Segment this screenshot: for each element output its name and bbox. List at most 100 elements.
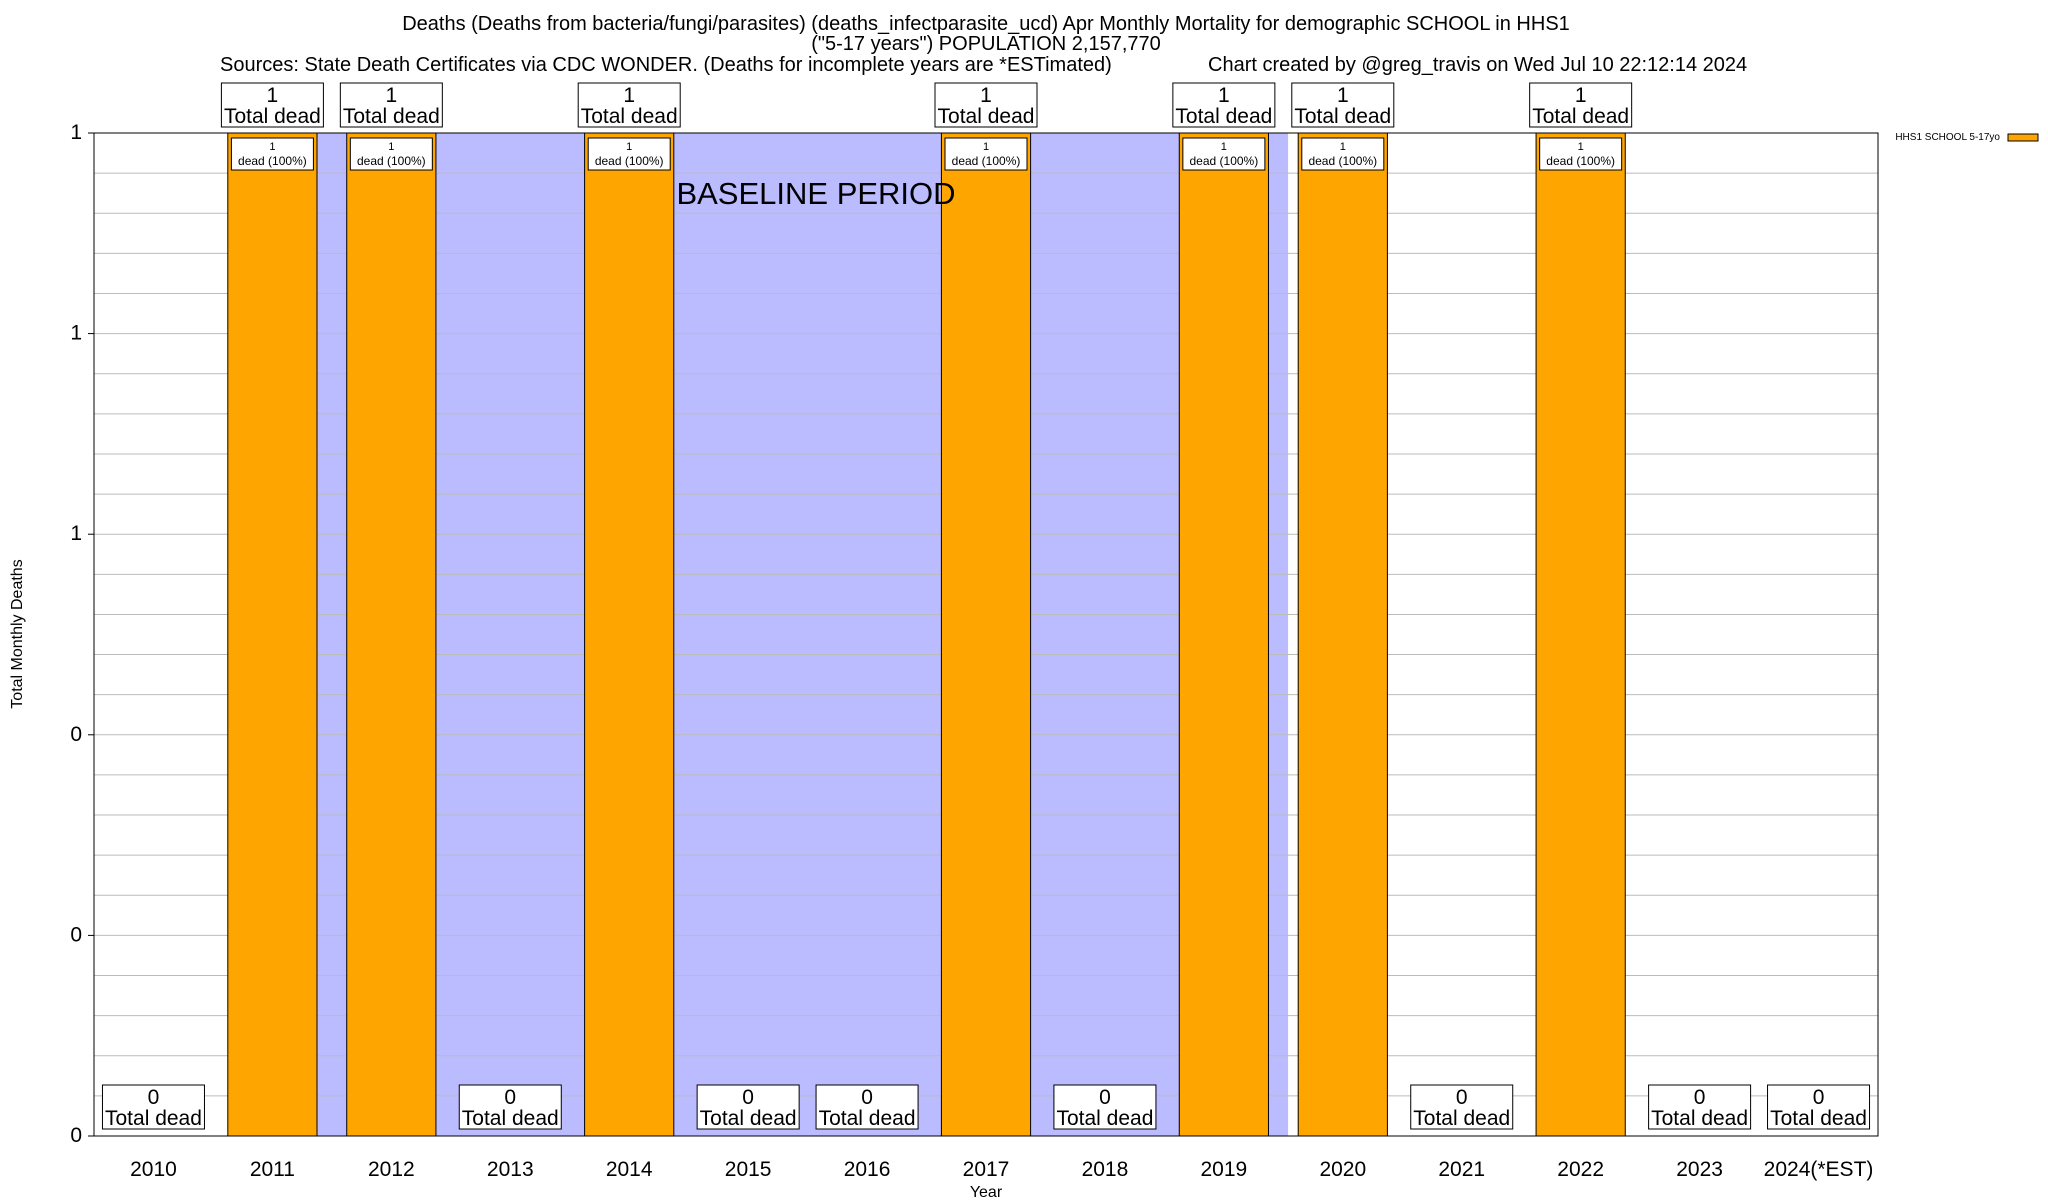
y-tick-label: 0 <box>70 1124 82 1147</box>
bar-total-value: 0 <box>148 1086 160 1109</box>
x-tick-label: 2014 <box>606 1158 653 1181</box>
bar-total-text: Total dead <box>224 105 321 128</box>
x-tick-label: 2020 <box>1319 1158 1366 1181</box>
bar-total-value: 1 <box>1337 84 1349 107</box>
x-tick-label: 2010 <box>130 1158 177 1181</box>
bar-total-text: Total dead <box>1294 105 1391 128</box>
x-tick-label: 2021 <box>1438 1158 1485 1181</box>
bar-total-value: 0 <box>1694 1086 1706 1109</box>
legend: HHS1 SCHOOL 5-17yo <box>1895 132 2039 143</box>
bar-total-text: Total dead <box>1770 1107 1867 1130</box>
x-tick-label: 2018 <box>1082 1158 1129 1181</box>
bar-total-value: 0 <box>1099 1086 1111 1109</box>
bar-total-text: Total dead <box>1056 1107 1153 1130</box>
bar-pct-value: 1 <box>626 141 632 153</box>
bar-total-text: Total dead <box>1175 105 1272 128</box>
x-tick-label: 2015 <box>725 1158 772 1181</box>
bar-total-box <box>577 82 681 128</box>
bar-pct-box <box>1301 137 1385 171</box>
y-tick-label: 1 <box>70 322 82 345</box>
legend-swatch <box>2007 133 2039 142</box>
bar-pct-text: dead (100%) <box>1308 154 1377 168</box>
bar-total-value: 0 <box>1813 1086 1825 1109</box>
x-tick-label: 2016 <box>844 1158 891 1181</box>
bar <box>1178 132 1269 1137</box>
bar-pct-box <box>230 137 314 171</box>
x-tick-label: 2024(*EST) <box>1764 1158 1874 1181</box>
bar-total-value: 0 <box>861 1086 873 1109</box>
baseline-shade <box>287 133 1289 1136</box>
bar-total-value: 0 <box>742 1086 754 1109</box>
y-axis: 0 0 0 1 1 1 <box>70 121 94 1147</box>
bar-total-text: Total dead <box>462 1107 559 1130</box>
chart-credit: Chart created by @greg_travis on Wed Jul… <box>1208 54 1747 76</box>
bar <box>584 132 675 1137</box>
baseline-band <box>287 133 1289 1136</box>
bar-total-box <box>1291 82 1395 128</box>
x-tick-label: 2011 <box>250 1158 295 1181</box>
y-axis-label: Total Monthly Deaths <box>9 559 26 708</box>
bar-total-box <box>1767 1084 1871 1130</box>
x-tick-label: 2023 <box>1676 1158 1723 1181</box>
bar-total-box <box>339 82 443 128</box>
bar-total-text: Total dead <box>343 105 440 128</box>
bar-total-box <box>1648 1084 1752 1130</box>
bar-pct-value: 1 <box>1578 141 1584 153</box>
x-tick-label: 2017 <box>963 1158 1010 1181</box>
bar-total-text: Total dead <box>938 105 1035 128</box>
bar-total-box <box>1172 82 1276 128</box>
bar-total-text: Total dead <box>581 105 678 128</box>
bar-total-value: 1 <box>267 84 279 107</box>
bar-total-box <box>815 1084 919 1130</box>
baseline-period-label: BASELINE PERIOD <box>676 176 955 211</box>
bar-pct-value: 1 <box>983 141 989 153</box>
bar <box>1297 132 1388 1137</box>
bar-pct-text: dead (100%) <box>1546 154 1615 168</box>
bar <box>1535 132 1626 1137</box>
x-axis-label: Year <box>970 1184 1003 1200</box>
y-tick-label: 0 <box>70 923 82 946</box>
bar-pct-text: dead (100%) <box>357 154 426 168</box>
bar-total-text: Total dead <box>819 1107 916 1130</box>
bar-pct-box <box>944 137 1028 171</box>
bar-pct-text: dead (100%) <box>952 154 1021 168</box>
bar <box>940 132 1032 1137</box>
chart-title-line-2: ("5-17 years") POPULATION 2,157,770 <box>811 33 1161 55</box>
x-tick-label: 2012 <box>368 1158 415 1181</box>
bar-total-value: 1 <box>385 84 397 107</box>
bar-total-value: 0 <box>1456 1086 1468 1109</box>
bar-total-box <box>934 82 1038 128</box>
x-tick-label: 2022 <box>1557 1158 1604 1181</box>
chart-sources: Sources: State Death Certificates via CD… <box>220 54 1112 76</box>
bars <box>149 132 1823 1137</box>
bar-pct-value: 1 <box>1221 141 1227 153</box>
bar-total-box <box>220 82 324 128</box>
bar-pct-value: 1 <box>269 141 275 153</box>
y-tick-label: 1 <box>70 522 82 545</box>
bar-total-box <box>1410 1084 1514 1130</box>
bar-pct-text: dead (100%) <box>1190 154 1259 168</box>
bar-total-text: Total dead <box>1651 1107 1748 1130</box>
bar-pct-box <box>1182 137 1266 171</box>
bar-pct-box <box>587 137 671 171</box>
bar-total-value: 1 <box>980 84 992 107</box>
bar <box>227 132 318 1137</box>
bar-total-text: Total dead <box>1413 1107 1510 1130</box>
y-tick-label: 0 <box>70 723 82 746</box>
bar-total-value: 1 <box>1575 84 1587 107</box>
x-axis: 2010 2011 2012 2013 2014 2015 2016 2017 2018 2019… <box>130 1158 1873 1181</box>
bar-pct-value: 1 <box>1340 141 1346 153</box>
bar-pct-text: dead (100%) <box>238 154 307 168</box>
x-tick-label: 2019 <box>1201 1158 1248 1181</box>
bar-total-text: Total dead <box>1532 105 1629 128</box>
bar-total-box <box>696 1084 800 1130</box>
legend-series-label: HHS1 SCHOOL 5-17yo <box>1895 132 2000 143</box>
bar-total-text: Total dead <box>105 1107 202 1130</box>
x-tick-label: 2013 <box>487 1158 534 1181</box>
bar-pct-box <box>349 137 433 171</box>
bar-total-text: Total dead <box>700 1107 797 1130</box>
bar-total-value: 0 <box>504 1086 516 1109</box>
bar-total-box <box>101 1084 205 1130</box>
